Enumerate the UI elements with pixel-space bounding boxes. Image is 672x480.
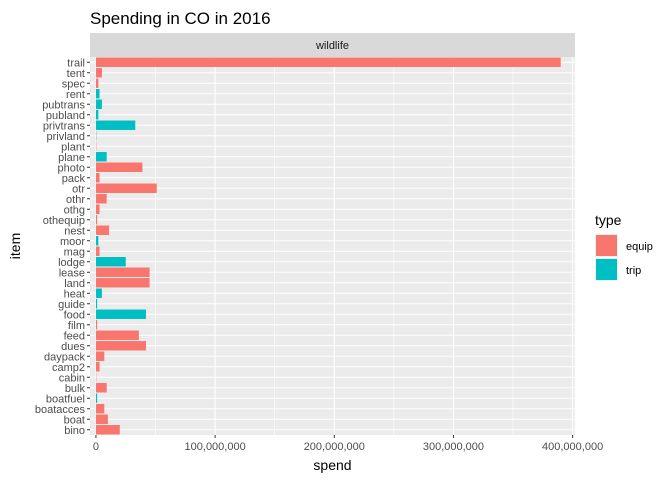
bar-rent <box>95 89 100 99</box>
plot-panel <box>90 57 575 435</box>
y-tick-label: camp2 <box>52 362 85 374</box>
bar-dues <box>95 341 147 351</box>
y-tick-label: film <box>68 320 85 332</box>
x-axis-ticks: 0 100,000,000 200,000,000 300,000,000 400,00… <box>93 435 603 453</box>
y-tick-label: privland <box>46 131 85 143</box>
y-tick-label: boatfuel <box>46 393 85 405</box>
y-tick-label: food <box>64 309 85 321</box>
bar-land <box>95 278 150 288</box>
legend: type equip trip <box>595 212 653 281</box>
y-tick-label: privtrans <box>43 120 86 132</box>
y-tick-label: boatacces <box>35 404 86 416</box>
chart-title: Spending in CO in 2016 <box>90 9 271 28</box>
x-tick-label: 300,000,000 <box>423 441 484 453</box>
y-tick-label: cabin <box>59 372 85 384</box>
bar-camp2 <box>95 362 100 372</box>
bar-plane <box>95 152 107 162</box>
legend-title: type <box>595 212 622 228</box>
bar-lodge <box>95 257 126 267</box>
bar-feed <box>95 330 139 340</box>
facet-strip <box>90 33 575 57</box>
bar-moor <box>95 236 99 246</box>
bar-bulk <box>95 383 107 393</box>
y-tick-label: pack <box>62 173 86 185</box>
bar-othr <box>95 194 107 204</box>
y-tick-label: pubtrans <box>42 99 85 111</box>
bar-daypack <box>95 351 105 361</box>
y-axis-ticks: trailtentspecrentpubtranspublandprivtran… <box>35 57 90 437</box>
bar-othg <box>95 204 100 214</box>
bar-guide <box>95 299 98 309</box>
y-tick-label: dues <box>61 341 85 353</box>
bar-pack <box>95 173 100 183</box>
y-tick-label: trail <box>67 57 85 69</box>
legend-label-equip: equip <box>626 241 653 253</box>
y-tick-label: photo <box>57 162 85 174</box>
bar-pubtrans <box>95 99 102 109</box>
legend-key-trip <box>596 259 617 280</box>
y-tick-label: othequip <box>43 215 85 227</box>
bar-boataccess <box>95 404 105 414</box>
y-tick-label: daypack <box>44 351 85 363</box>
legend-label-trip: trip <box>626 265 641 277</box>
y-tick-label: feed <box>64 330 85 342</box>
y-tick-label: tent <box>67 68 85 80</box>
y-tick-label: bino <box>64 425 85 437</box>
y-tick-label: land <box>64 278 85 290</box>
y-tick-label: guide <box>58 299 85 311</box>
bar-boatfuel <box>95 393 98 403</box>
bar-food <box>95 309 147 319</box>
x-tick-label: 400,000,000 <box>542 441 603 453</box>
facet-strip-label: wildlife <box>315 40 349 52</box>
y-tick-label: lease <box>59 267 85 279</box>
y-tick-label: publand <box>46 110 85 122</box>
y-tick-label: rent <box>66 89 85 101</box>
bar-film <box>95 320 98 330</box>
x-tick-label: 100,000,000 <box>185 441 246 453</box>
y-tick-label: bulk <box>65 383 86 395</box>
y-tick-label: otr <box>72 183 85 195</box>
bar-lease <box>95 267 150 277</box>
y-tick-label: plane <box>58 152 85 164</box>
y-tick-label: othg <box>64 204 85 216</box>
x-axis-title: spend <box>313 457 351 473</box>
y-tick-label: boat <box>64 414 85 426</box>
bar-publand <box>95 110 99 120</box>
legend-key-equip <box>596 235 617 256</box>
bar-tent <box>95 68 102 78</box>
bar-trail <box>95 57 561 67</box>
x-tick-label: 0 <box>93 441 99 453</box>
y-tick-label: mag <box>64 246 85 258</box>
bar-heat <box>95 288 102 298</box>
y-tick-label: lodge <box>58 257 85 269</box>
y-tick-label: nest <box>64 225 85 237</box>
bar-bino <box>95 425 120 435</box>
bar-spec <box>95 78 99 88</box>
bar-photo <box>95 162 143 172</box>
y-tick-label: moor <box>60 236 85 248</box>
y-axis-title: item <box>7 233 23 259</box>
bar-privtrans <box>95 120 136 130</box>
bar-mag <box>95 246 100 256</box>
bar-othequip <box>95 215 98 225</box>
bar-nest <box>95 225 110 235</box>
bar-boat <box>95 414 108 424</box>
y-tick-label: plant <box>61 141 85 153</box>
y-tick-label: spec <box>62 78 86 90</box>
bars <box>95 57 561 435</box>
y-tick-label: othr <box>66 194 85 206</box>
y-tick-label: heat <box>64 288 85 300</box>
bar-otr <box>95 183 157 193</box>
x-tick-label: 200,000,000 <box>304 441 365 453</box>
